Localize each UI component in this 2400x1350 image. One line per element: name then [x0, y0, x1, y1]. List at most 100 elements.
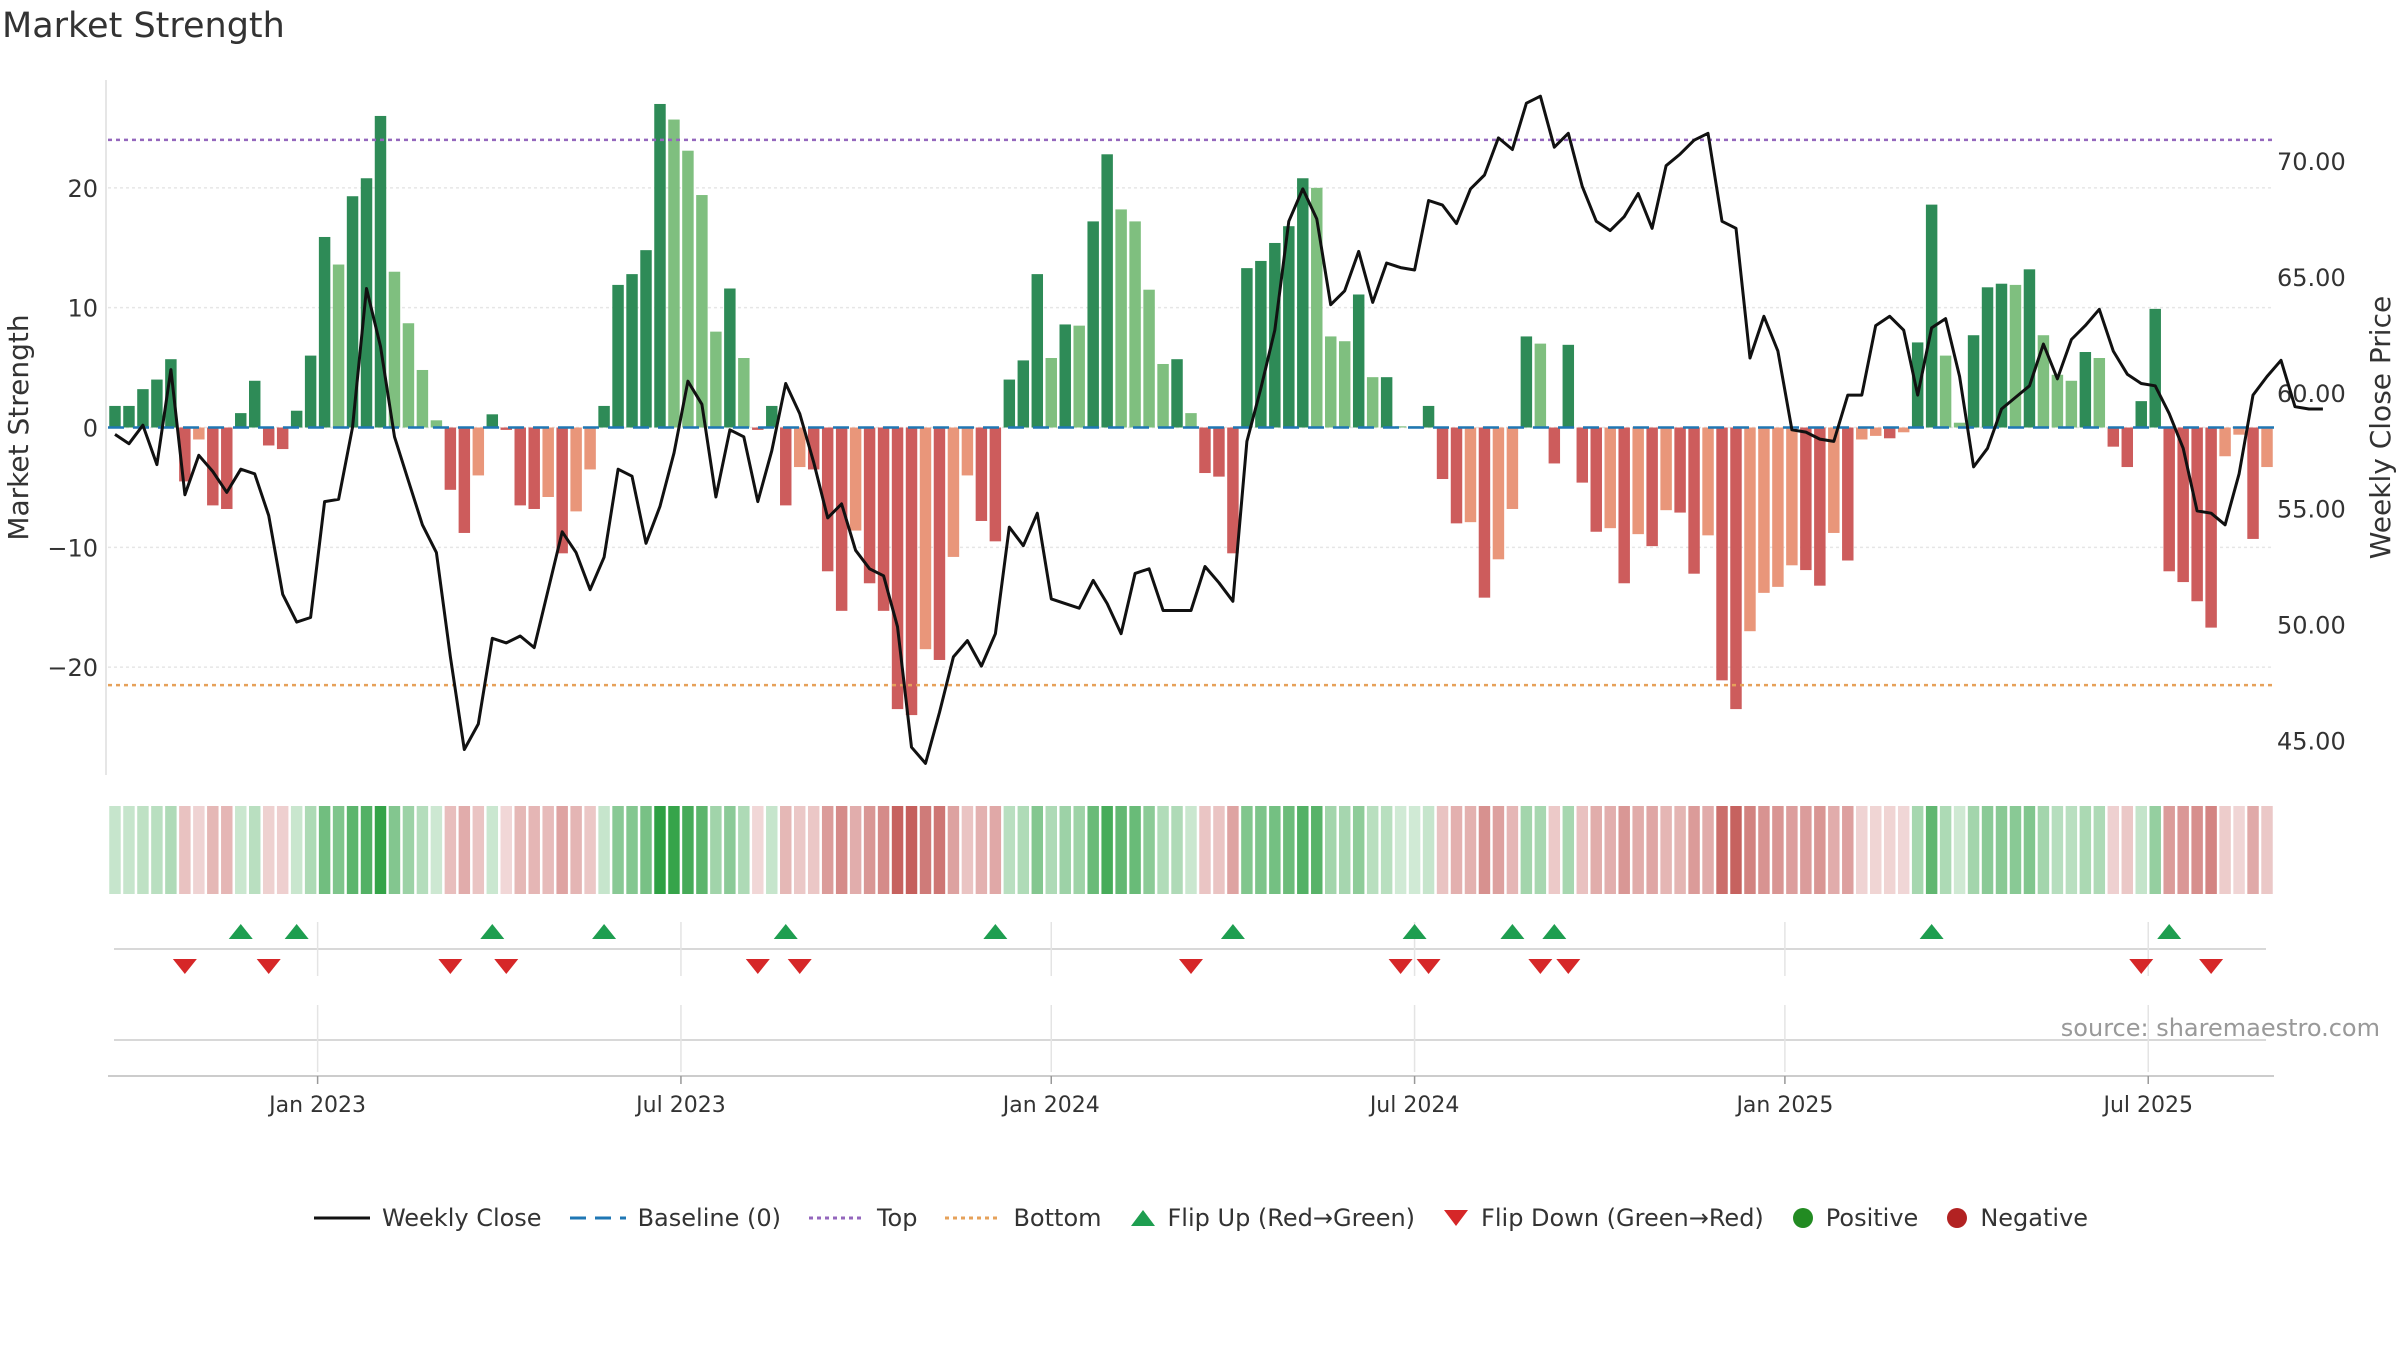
strength-bar: [2163, 427, 2175, 572]
x-tick-label: Jul 2025: [2101, 1093, 2193, 1118]
heat-cell: [2205, 806, 2217, 894]
strength-bar: [318, 236, 331, 428]
legend-bottom: Bottom: [943, 1204, 1102, 1232]
heat-cell: [793, 806, 806, 894]
y-tick-label: −10: [47, 534, 98, 562]
heat-cell: [1897, 806, 1910, 894]
heat-cell: [849, 806, 862, 894]
heat-cell: [556, 806, 568, 894]
x-tick-label: Jan 2024: [1001, 1093, 1100, 1118]
heat-cell: [1157, 806, 1169, 894]
heat-cell: [514, 806, 526, 894]
strength-bar: [2261, 427, 2273, 468]
heat-cell: [1325, 806, 1337, 894]
heat-cell: [1464, 806, 1477, 894]
heat-cell: [863, 806, 876, 894]
strength-bar: [1604, 427, 1616, 529]
strength-bar: [528, 427, 540, 509]
legend-flip-down: Flip Down (Green→Red): [1441, 1204, 1764, 1232]
heat-cell: [919, 806, 932, 894]
heat-cell: [710, 806, 722, 894]
heat-cell: [1073, 806, 1085, 894]
strength-bar: [1143, 289, 1155, 428]
heat-cell: [1744, 806, 1756, 894]
strength-bar: [2093, 358, 2106, 428]
heat-cell: [1842, 806, 1854, 894]
heat-cell: [430, 806, 443, 894]
strength-bar: [1283, 226, 1295, 428]
heat-cell: [360, 806, 373, 894]
heat-cell: [975, 806, 988, 894]
heat-cell: [1269, 806, 1281, 894]
triangle-up-icon: [1130, 1210, 1155, 1226]
heat-cell: [835, 806, 848, 894]
strength-bar: [626, 274, 638, 428]
strength-bar: [1870, 427, 1882, 436]
strength-bar: [933, 427, 946, 660]
strength-bar: [1981, 287, 1994, 428]
strength-bar: [1576, 427, 1589, 483]
heat-cell: [1101, 806, 1113, 894]
strength-bar: [919, 427, 932, 650]
heat-cell: [179, 806, 191, 894]
strength-bar: [2149, 308, 2161, 428]
strength-bar: [151, 379, 163, 428]
flip-down-marker: [1416, 959, 1441, 974]
strength-bar: [835, 427, 848, 611]
heat-cell: [1492, 806, 1505, 894]
heat-cell: [1576, 806, 1589, 894]
heat-cell: [1939, 806, 1952, 894]
strength-bar: [1953, 422, 1966, 428]
strength-bar: [1590, 427, 1602, 532]
heat-cell: [1925, 806, 1938, 894]
triangle-down-icon: [1444, 1210, 1469, 1226]
heat-cell: [598, 806, 610, 894]
flip-up-marker: [1220, 924, 1245, 939]
strength-bar: [2037, 335, 2050, 428]
strength-bar: [821, 427, 834, 572]
y2-tick-label: 55.00: [2277, 496, 2346, 524]
strength-bar: [2177, 427, 2189, 583]
heat-cell: [2121, 806, 2134, 894]
strength-bar: [1730, 427, 1742, 710]
heat-cell: [1911, 806, 1924, 894]
strength-bar: [332, 264, 345, 428]
flip-up-marker: [1919, 924, 1944, 939]
heat-cell: [1814, 806, 1826, 894]
strength-bar: [2219, 427, 2231, 457]
strength-bar: [2079, 352, 2092, 428]
strength-bar: [905, 427, 918, 716]
strength-bar: [1744, 427, 1756, 632]
heat-cell: [1241, 806, 1253, 894]
legend-weekly-close: Weekly Close: [312, 1204, 542, 1232]
heat-cell: [346, 806, 359, 894]
strength-bar: [444, 427, 457, 490]
strength-bar: [696, 195, 708, 428]
flip-down-marker: [787, 959, 812, 974]
strength-bar: [1380, 377, 1393, 428]
strength-bar: [137, 389, 149, 428]
heat-cell: [682, 806, 694, 894]
strength-bar: [1618, 427, 1630, 584]
heat-cell: [752, 806, 764, 894]
strength-bar: [766, 405, 778, 428]
heat-cell: [947, 806, 960, 894]
strength-bar: [1967, 335, 1980, 428]
strength-bar: [1338, 341, 1351, 428]
source-credit: source: sharemaestro.com: [2060, 1014, 2380, 1042]
heat-cell: [528, 806, 540, 894]
strength-bars: [109, 103, 2273, 716]
heat-cell: [458, 806, 471, 894]
strength-bar: [780, 427, 792, 506]
strength-bar: [584, 427, 596, 470]
heat-cell: [416, 806, 429, 894]
heat-cell: [1450, 806, 1463, 894]
heat-cell: [905, 806, 918, 894]
strength-bar: [793, 427, 806, 468]
y2-tick-label: 50.00: [2277, 611, 2346, 639]
heat-cell: [1115, 806, 1127, 894]
heat-cell: [1548, 806, 1561, 894]
heat-cell: [654, 806, 666, 894]
strength-bar: [1227, 427, 1239, 554]
